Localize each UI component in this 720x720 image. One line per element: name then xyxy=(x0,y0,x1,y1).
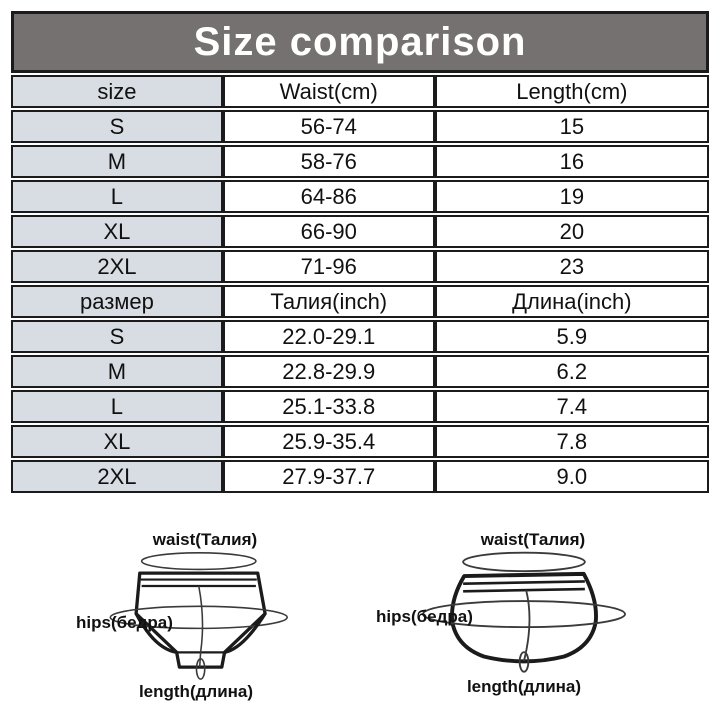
size-chart-sheet: Size comparison size Waist(cm) Length(cm… xyxy=(11,11,709,709)
waist-cell: 25.1-33.8 xyxy=(222,390,435,423)
waist-label: waist(Талия) xyxy=(480,530,586,549)
length-cell: 6.2 xyxy=(434,355,709,388)
waist-cell: 27.9-37.7 xyxy=(222,460,435,493)
size-cell: 2XL xyxy=(11,460,223,493)
size-cell: 2XL xyxy=(11,250,223,283)
waist-cell: 64-86 xyxy=(222,180,435,213)
table-row: 2XL 27.9-37.7 9.0 xyxy=(11,460,709,493)
briefs-drawing-icon xyxy=(109,552,289,680)
waist-cell: 58-76 xyxy=(222,145,435,178)
size-cell: L xyxy=(11,390,223,423)
column-header-waist: Waist(cm) xyxy=(222,75,435,108)
column-header-taliya-inch: Талия(inch) xyxy=(222,285,435,318)
size-cell: L xyxy=(11,180,223,213)
length-cell: 19 xyxy=(434,180,709,213)
size-cell: M xyxy=(11,145,223,178)
table-row: M 58-76 16 xyxy=(11,145,709,178)
page-title: Size comparison xyxy=(193,19,527,64)
size-cell: S xyxy=(11,110,223,143)
size-cell: M xyxy=(11,355,223,388)
column-header-length: Length(cm) xyxy=(434,75,709,108)
column-header-size: size xyxy=(11,75,223,108)
table-row: L 64-86 19 xyxy=(11,180,709,213)
waist-cell: 56-74 xyxy=(222,110,435,143)
waist-cell: 22.0-29.1 xyxy=(222,320,435,353)
length-cell: 15 xyxy=(434,110,709,143)
length-label: length(длина) xyxy=(466,677,582,696)
column-header-dlina-inch: Длина(inch) xyxy=(434,285,709,318)
length-cell: 9.0 xyxy=(434,460,709,493)
hips-label: hips(бедра) xyxy=(376,607,473,626)
waist-cell: 71-96 xyxy=(222,250,435,283)
length-cell: 20 xyxy=(434,215,709,248)
table-row: S 22.0-29.1 5.9 xyxy=(11,320,709,353)
size-comparison-table: size Waist(cm) Length(cm) S 56-74 15 M 5… xyxy=(11,73,709,495)
boyshorts-diagram: waist(Талия) hips(бедра) length(длина) xyxy=(374,529,674,709)
boyshorts-drawing-icon xyxy=(421,551,627,673)
column-header-razmer: размер xyxy=(11,285,223,318)
cm-header-row: size Waist(cm) Length(cm) xyxy=(11,75,709,108)
size-cell: XL xyxy=(11,215,223,248)
waist-cell: 25.9-35.4 xyxy=(222,425,435,458)
table-row: M 22.8-29.9 6.2 xyxy=(11,355,709,388)
table-row: 2XL 71-96 23 xyxy=(11,250,709,283)
waist-cell: 22.8-29.9 xyxy=(222,355,435,388)
length-cell: 7.4 xyxy=(434,390,709,423)
table-row: XL 25.9-35.4 7.8 xyxy=(11,425,709,458)
length-cell: 5.9 xyxy=(434,320,709,353)
briefs-diagram: waist(Талия) hips(бедра) length(длина) xyxy=(46,529,346,709)
length-cell: 7.8 xyxy=(434,425,709,458)
length-label: length(длина) xyxy=(138,682,254,701)
hips-label: hips(бедра) xyxy=(76,613,173,632)
table-row: L 25.1-33.8 7.4 xyxy=(11,390,709,423)
waist-label: waist(Талия) xyxy=(152,530,258,549)
size-cell: S xyxy=(11,320,223,353)
waist-cell: 66-90 xyxy=(222,215,435,248)
table-row: XL 66-90 20 xyxy=(11,215,709,248)
length-cell: 23 xyxy=(434,250,709,283)
measurement-diagrams: waist(Талия) hips(бедра) length(длина) w… xyxy=(11,529,709,709)
title-banner: Size comparison xyxy=(11,11,709,73)
inch-header-row: размер Талия(inch) Длина(inch) xyxy=(11,285,709,318)
size-cell: XL xyxy=(11,425,223,458)
table-row: S 56-74 15 xyxy=(11,110,709,143)
length-cell: 16 xyxy=(434,145,709,178)
